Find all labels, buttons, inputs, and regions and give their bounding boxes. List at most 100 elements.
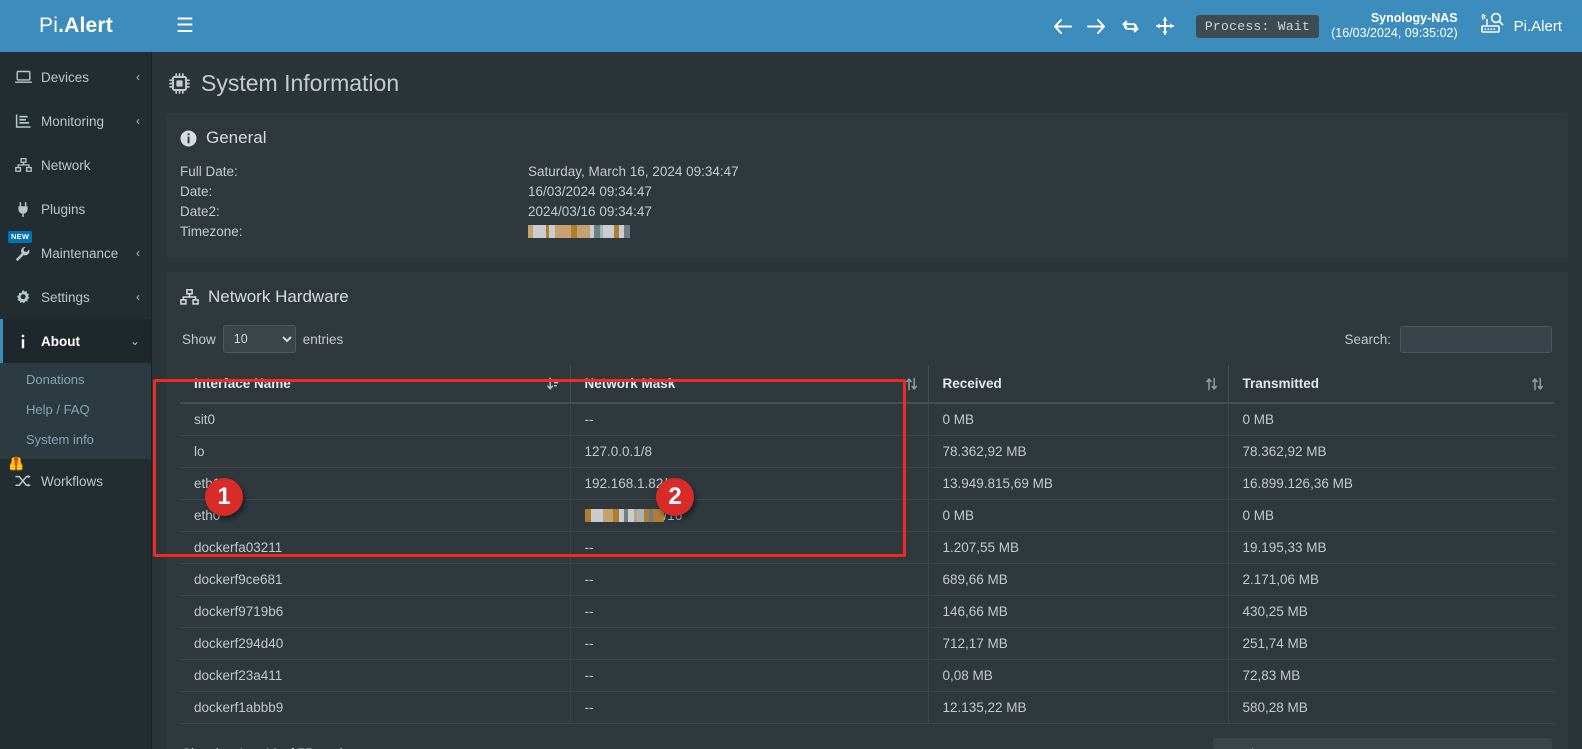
table-row[interactable]: lo 127.0.0.1/8 78.362,92 MB 78.362,92 MB [180, 435, 1554, 468]
table-row[interactable]: dockerf9719b6 -- 146,66 MB 430,25 MB [180, 595, 1554, 628]
network-hardware-title: Network Hardware [208, 287, 349, 306]
page-length-select[interactable]: 102550100 [222, 325, 296, 353]
search-label: Search: [1344, 331, 1391, 347]
sidebar-item-settings[interactable]: Settings ‹ [0, 275, 151, 319]
pagination-page[interactable]: 8 [1472, 738, 1502, 749]
sidebar-subitem-donations[interactable]: Donations [26, 372, 85, 387]
navbar: ☰ Process: Wa [152, 0, 1582, 52]
sidebar-toggle-icon[interactable]: ☰ [176, 15, 194, 37]
table-row[interactable]: dockerfa03211 -- 1.207,55 MB 19.195,33 MB [180, 531, 1554, 564]
cell-network-mask: -- [570, 595, 929, 628]
cell-interface-name: dockerfa03211 [180, 531, 571, 564]
table-row[interactable]: eth0/160 MB0 MB [180, 499, 1554, 532]
sidebar-item-network[interactable]: Network [0, 143, 151, 187]
sidebar-item-devices[interactable]: Devices ‹ [0, 55, 151, 99]
table-row[interactable]: dockerf9ce681 -- 689,66 MB 2.171,06 MB [180, 563, 1554, 596]
search-input[interactable] [1400, 325, 1552, 353]
pagination-ellipsis: ... [1438, 738, 1472, 749]
sidebar-item-monitoring[interactable]: Monitoring ‹ [0, 99, 151, 143]
pagination-next[interactable]: Next [1502, 738, 1552, 749]
cell-received: 0 MB [928, 499, 1229, 532]
general-row-value: Saturday, March 16, 2024 09:34:47 [528, 164, 739, 179]
user-menu-label: Pi.Alert [1513, 17, 1562, 35]
table-row[interactable]: dockerf23a411 -- 0,08 MB 72,83 MB [180, 659, 1554, 692]
move-icon[interactable] [1148, 9, 1182, 43]
sidebar-item-label: Plugins [41, 201, 86, 217]
column-header-network-mask[interactable]: Network Mask [570, 365, 929, 404]
column-header-interface-name[interactable]: Interface Name [180, 365, 571, 404]
sidebar-subitem-help-faq[interactable]: Help / FAQ [26, 402, 90, 417]
sitemap-icon [14, 158, 32, 172]
sidebar-item-maintenance[interactable]: NEW Maintenance ‹ [0, 231, 151, 275]
redacted-value [528, 225, 630, 238]
table-row[interactable]: sit0 -- 0 MB 0 MB [180, 403, 1554, 436]
network-hardware-body: Show 102550100 entries Search: Interface… [166, 317, 1568, 749]
column-header-label: Network Mask [584, 376, 676, 391]
cell-received: 712,17 MB [928, 627, 1229, 660]
pagination-page[interactable]: 4 [1378, 738, 1408, 749]
table-row[interactable]: dockerf294d40 -- 712,17 MB 251,74 MB [180, 627, 1554, 660]
sidebar-item-workflows[interactable]: 🦺 Workflows [0, 457, 151, 503]
brand-logo[interactable]: Pi .Alert [0, 0, 152, 52]
cell-received: 0,08 MB [928, 659, 1229, 692]
general-row-value: 16/03/2024 09:34:47 [528, 184, 652, 199]
sidebar-submenu-about: Donations Help / FAQ System info [0, 363, 151, 459]
table-row[interactable]: dockerf1abbb9 -- 12.135,22 MB 580,28 MB [180, 691, 1554, 724]
table-body: sit0 -- 0 MB 0 MB lo 127.0.0.1/8 78.362,92 MB 7… [180, 403, 1554, 724]
sidebar-item-plugins[interactable]: Plugins [0, 187, 151, 231]
sidebar-item-about[interactable]: About ⌄ [0, 319, 151, 363]
chevron-left-icon: ‹ [136, 70, 140, 84]
cell-received: 689,66 MB [928, 563, 1229, 596]
cell-interface-name: eth0 [180, 499, 571, 532]
sidebar-subitem-system-info[interactable]: System info [26, 432, 94, 447]
sidebar-item-label: About [41, 333, 80, 349]
navbar-right-group: Process: Wait Synology-NAS (16/03/2024, … [1046, 9, 1568, 43]
general-row: Timezone: [180, 222, 1554, 242]
sidebar-item-label: Devices [41, 69, 90, 85]
sidebar-item-label: Workflows [41, 473, 104, 489]
chart-bar-icon [14, 114, 32, 128]
sidebar-item-label: Settings [41, 289, 90, 305]
general-row: Date2: 2024/03/16 09:34:47 [180, 202, 1554, 222]
column-header-received[interactable]: Received [928, 365, 1229, 404]
cell-received: 1.207,55 MB [928, 531, 1229, 564]
chevron-left-icon: ‹ [136, 290, 140, 304]
cell-interface-name: dockerf294d40 [180, 627, 571, 660]
cell-transmitted: 72,83 MB [1228, 659, 1554, 692]
general-box-body: Full Date: Saturday, March 16, 2024 09:3… [166, 158, 1568, 258]
sidebar: Devices ‹ Monitoring ‹ Network Plugins [0, 52, 152, 749]
search-group: Search: [1344, 325, 1552, 353]
sidebar-item-label: Monitoring [41, 113, 105, 129]
general-box-header: General [166, 115, 1568, 158]
network-hardware-table: Interface Name Network Mask [180, 365, 1554, 724]
device-name: Synology-NAS [1370, 11, 1458, 25]
pagination-page[interactable]: 3 [1347, 738, 1377, 749]
cell-interface-name: dockerf9ce681 [180, 563, 571, 596]
column-header-transmitted[interactable]: Transmitted [1228, 365, 1554, 404]
pagination-page[interactable]: 2 [1317, 738, 1347, 749]
pagination-previous[interactable]: Previous [1213, 738, 1287, 749]
user-menu[interactable]: Pi.Alert [1480, 12, 1562, 41]
arrow-right-icon[interactable] [1080, 9, 1114, 43]
pagination-page[interactable]: 5 [1408, 738, 1438, 749]
table-head: Interface Name Network Mask [180, 365, 1554, 404]
column-header-label: Received [942, 376, 1002, 391]
main-content: System Information General Full Date: Sa… [152, 52, 1582, 749]
cell-transmitted: 580,28 MB [1228, 691, 1554, 724]
cell-received: 146,66 MB [928, 595, 1229, 628]
sort-both-icon [905, 377, 918, 391]
pagination-page-active[interactable]: 1 [1287, 738, 1317, 749]
general-box: General Full Date: Saturday, March 16, 2… [166, 113, 1568, 258]
refresh-icon[interactable] [1114, 9, 1148, 43]
cell-interface-name: lo [180, 435, 571, 468]
device-info: Synology-NAS (16/03/2024, 09:35:02) [1331, 11, 1458, 41]
redacted-value [584, 509, 664, 522]
brand-logo-light: Pi [39, 14, 59, 37]
chevron-down-icon: ⌄ [129, 334, 140, 348]
table-row[interactable]: eth1 192.168.1.82/24 13.949.815,69 MB 16.89… [180, 467, 1554, 500]
cell-interface-name: dockerf1abbb9 [180, 691, 571, 724]
general-row-value: 2024/03/16 09:34:47 [528, 204, 652, 219]
cell-transmitted: 0 MB [1228, 499, 1554, 532]
arrow-left-icon[interactable] [1046, 9, 1080, 43]
sort-both-icon [1531, 377, 1544, 391]
